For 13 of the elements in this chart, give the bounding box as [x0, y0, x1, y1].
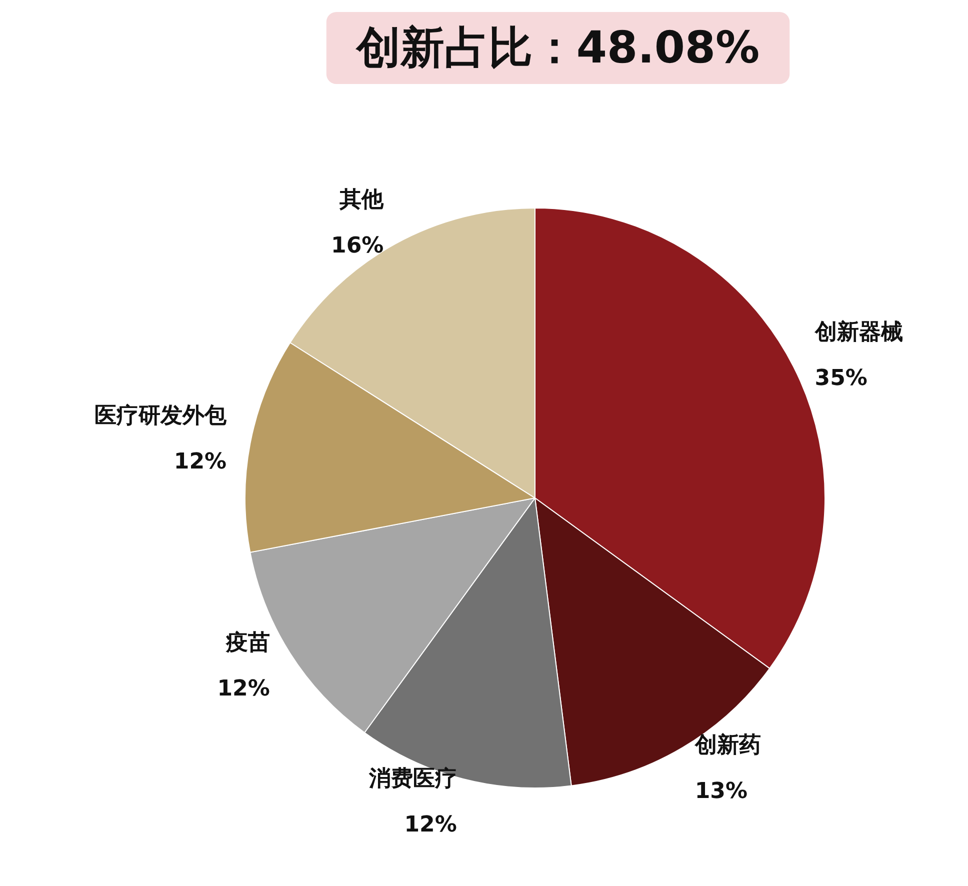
data-label: 16%: [331, 233, 384, 258]
slice-label: 疫苗: [224, 630, 270, 656]
slice-label: 创新器械: [814, 318, 903, 345]
chart-title: 创新占比：48.08%: [354, 22, 760, 74]
data-label: 12%: [404, 812, 457, 838]
slice-label: 医疗研发外包: [94, 404, 228, 429]
data-label: 12%: [174, 450, 227, 475]
slice-label: 其他: [338, 187, 385, 212]
slice-label: 创新药: [694, 732, 761, 758]
slice-label: 消费医疗: [368, 766, 457, 792]
data-label: 35%: [814, 366, 868, 391]
data-label: 12%: [217, 676, 270, 702]
data-label: 13%: [694, 778, 748, 804]
